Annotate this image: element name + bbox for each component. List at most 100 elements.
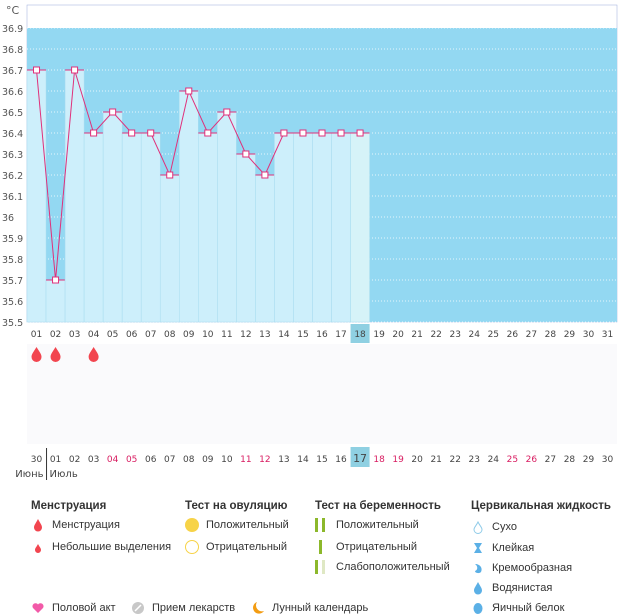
- temperature-bar: [331, 132, 351, 323]
- blood-drop-icon: [50, 347, 61, 362]
- cycle-day-label: 30: [583, 330, 595, 340]
- temperature-point: [109, 108, 117, 116]
- blood-drop-icon: [31, 347, 42, 362]
- month-label: Июнь: [15, 469, 43, 480]
- calendar-date-label: 14: [297, 455, 309, 465]
- calendar-date-label: 18: [373, 455, 385, 465]
- empty-circle-icon: [185, 540, 199, 554]
- temperature-bar: [350, 132, 370, 323]
- legend-item: Менструация: [31, 518, 120, 532]
- y-tick-label: 35.9: [2, 234, 23, 245]
- calendar-date-label: 22: [449, 455, 460, 465]
- legend-item: Небольшие выделения: [31, 540, 171, 554]
- calendar-date-label: 10: [221, 455, 233, 465]
- y-tick-label: 35.6: [2, 297, 23, 308]
- small-drop-icon: [35, 544, 41, 553]
- y-tick-label: 35.8: [2, 255, 23, 266]
- cycle-day-label: 18: [354, 330, 366, 340]
- temperature-point: [280, 129, 288, 137]
- legend-item: Водянистая: [471, 581, 552, 595]
- cycle-day-label: 29: [564, 330, 576, 340]
- cycle-day-label: 07: [145, 330, 156, 340]
- temperature-point: [242, 150, 250, 158]
- legend-label: Положительный: [336, 519, 419, 531]
- cycle-day-label: 21: [411, 330, 422, 340]
- legend-label: Слабоположительный: [336, 561, 450, 573]
- temperature-chart: 36.9 36.8 36.7 36.6 36.5 36.4 36.3 36.2 36.1 36 35…: [2, 4, 618, 480]
- legend-label: Отрицательный: [206, 541, 287, 553]
- calendar-date-label: 26: [526, 455, 538, 465]
- legend-label: Положительный: [206, 519, 289, 531]
- calendar-date-label: 12: [259, 455, 270, 465]
- temperature-bar: [293, 132, 313, 323]
- y-tick-label: 36.1: [2, 192, 23, 203]
- cycle-day-label: 08: [164, 330, 176, 340]
- cycle-day-label: 01: [31, 330, 42, 340]
- cycle-day-label: 05: [107, 330, 118, 340]
- y-tick-label: 36.3: [2, 150, 23, 161]
- cycle-day-label: 24: [469, 330, 481, 340]
- legend-label: Прием лекарств: [152, 602, 236, 614]
- legend-title-ovulation: Тест на овуляцию: [185, 500, 288, 512]
- egg-white-icon: [473, 603, 483, 614]
- y-tick-label: 36.8: [2, 45, 23, 56]
- calendar-date-label: 03: [88, 455, 99, 465]
- temperature-point: [204, 129, 212, 137]
- temperature-bar: [236, 153, 256, 323]
- legend-item: Прием лекарств: [131, 601, 235, 615]
- cycle-day-label: 04: [88, 330, 100, 340]
- calendar-date-label: 20: [411, 455, 423, 465]
- cycle-day-label: 09: [183, 330, 195, 340]
- calendar-date-label: 23: [469, 455, 480, 465]
- legend-item: Слабоположительный: [315, 560, 450, 574]
- legend-label: Небольшие выделения: [52, 541, 172, 553]
- legend-label: Половой акт: [52, 602, 116, 614]
- calendar-date-label: 21: [430, 455, 441, 465]
- calendar-date-label: 09: [202, 455, 214, 465]
- month-label: Июль: [50, 469, 78, 480]
- calendar-date-label: 25: [507, 455, 518, 465]
- temperature-point: [318, 129, 326, 137]
- calendar-date-label: 24: [488, 455, 500, 465]
- legend-title-menstruation: Менструация: [31, 500, 107, 512]
- calendar-date-label: 04: [107, 455, 119, 465]
- temperature-point: [52, 276, 60, 284]
- one-bar-icon: [315, 540, 329, 554]
- calendar-date-label: 27: [545, 455, 556, 465]
- calendar-date-label: 17: [353, 452, 367, 465]
- calendar-date-label: 28: [564, 455, 576, 465]
- temperature-bar: [198, 132, 218, 323]
- cycle-day-label: 26: [507, 330, 519, 340]
- y-tick-label: 36: [2, 213, 14, 224]
- temperature-point: [337, 129, 345, 137]
- watery-drop-icon: [474, 582, 482, 595]
- sticky-icon: [474, 543, 482, 553]
- temperature-point: [166, 171, 174, 179]
- temperature-point: [299, 129, 307, 137]
- temperature-point: [185, 87, 193, 95]
- temperature-bar: [26, 69, 47, 323]
- cycle-day-label: 11: [221, 330, 232, 340]
- faint-bars-icon: [315, 560, 329, 574]
- legend-label: Отрицательный: [336, 541, 417, 553]
- y-tick-label: 36.2: [2, 171, 23, 182]
- y-tick-label: 36.5: [2, 108, 23, 119]
- temperature-point: [261, 171, 269, 179]
- cycle-day-label: 31: [602, 330, 613, 340]
- calendar-date-label: 05: [126, 455, 137, 465]
- today-highlight: [350, 324, 370, 343]
- cycle-day-label: 02: [50, 330, 61, 340]
- today-highlight: [350, 447, 370, 467]
- events-area: [27, 344, 617, 444]
- temperature-bar: [274, 132, 294, 323]
- cycle-day-label: 12: [240, 330, 251, 340]
- calendar-date-label: 08: [183, 455, 195, 465]
- legend-label: Лунный календарь: [272, 602, 369, 614]
- temperature-point: [147, 129, 155, 137]
- cycle-day-label: 28: [545, 330, 557, 340]
- y-axis-unit: °C: [6, 4, 20, 17]
- legend-item: Отрицательный: [315, 540, 417, 554]
- legend-item: Положительный: [315, 518, 419, 532]
- legend-item: Лунный календарь: [251, 601, 368, 615]
- temperature-point: [90, 129, 98, 137]
